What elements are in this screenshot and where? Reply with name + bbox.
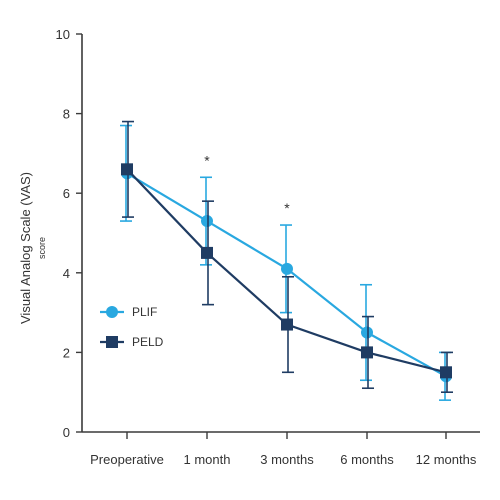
y-axis-label: Visual Analog Scale (VAS) (18, 172, 33, 324)
legend-label: PLIF (132, 305, 157, 319)
y-tick-label: 10 (56, 27, 70, 42)
ticks: 0 2 4 6 8 10 Preoperative 1 month 3 months 6 mont… (56, 27, 477, 467)
significance-marker: * (204, 152, 210, 168)
legend-item-plif: PLIF (100, 305, 157, 319)
series-peld (121, 120, 453, 394)
x-tick-label: 6 months (340, 452, 394, 467)
y-tick-label: 2 (63, 345, 70, 360)
legend: PLIF PELD (100, 305, 164, 349)
y-tick-label: 8 (63, 107, 70, 122)
significance-marker: * (284, 200, 290, 216)
axes (81, 34, 480, 433)
data-point (361, 346, 373, 359)
series-layer (120, 120, 453, 401)
data-point (201, 215, 213, 228)
x-tick-label: Preoperative (90, 452, 164, 467)
legend-item-peld: PELD (100, 335, 164, 349)
y-tick-label: 4 (63, 266, 70, 281)
data-point (121, 163, 133, 176)
x-tick-label: 12 months (416, 452, 477, 467)
legend-marker (106, 336, 118, 348)
data-point (281, 318, 293, 331)
legend-marker (106, 306, 118, 318)
data-point (281, 262, 293, 275)
data-point (440, 366, 452, 379)
x-tick-label: 1 month (184, 452, 231, 467)
series-plif (120, 124, 452, 401)
y-tick-label: 0 (63, 425, 70, 440)
legend-label: PELD (132, 335, 164, 349)
data-point (201, 246, 213, 259)
x-tick-label: 3 months (260, 452, 314, 467)
y-axis-label-sub: score (37, 237, 47, 259)
annotation-layer: ** (204, 152, 290, 216)
y-tick-label: 6 (63, 186, 70, 201)
data-point (361, 326, 373, 339)
